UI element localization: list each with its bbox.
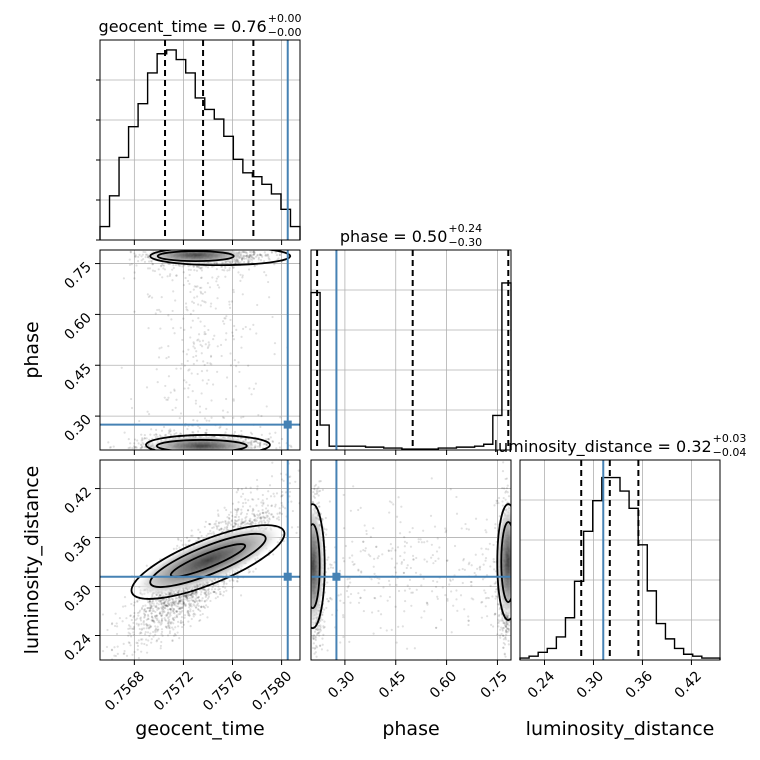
x-axis-geocent_time: 0.7568 0.7572 0.7576 0.7580	[102, 660, 295, 714]
histogram-phase	[310, 282, 512, 450]
x-axis-geocent_time	[133, 240, 283, 245]
panel-border	[310, 249, 512, 451]
density-contour	[169, 543, 247, 578]
scatter-points	[101, 461, 300, 660]
truth-marker	[283, 572, 292, 581]
x-axis-label: geocent_time	[135, 718, 264, 740]
title-minus: −0.04	[713, 446, 747, 459]
panel-title: luminosity_distance = 0.32	[494, 437, 712, 457]
x-tick-label: 0.7572	[151, 668, 197, 714]
panel-border	[519, 459, 721, 661]
y-axis-label: luminosity_distance	[21, 466, 43, 655]
density-contour	[149, 250, 292, 266]
x-axis-label: luminosity_distance	[526, 718, 715, 740]
y-tick-label: 0.45	[61, 361, 94, 394]
density-contour	[149, 532, 267, 588]
density-contour	[500, 521, 511, 603]
y-tick-label: 0.42	[61, 484, 94, 517]
x-axis-phase	[344, 450, 498, 455]
panel-title: geocent_time = 0.76	[99, 17, 267, 37]
x-tick-label: 0.45	[376, 668, 409, 701]
panel-title: phase = 0.50	[340, 227, 447, 246]
density-contour	[496, 503, 511, 621]
x-axis-geocent_time	[133, 450, 283, 455]
scatter-points	[311, 461, 511, 660]
title-minus: −0.00	[268, 26, 302, 39]
scatter-panel-geocent_time-luminosity_distance	[99, 459, 301, 661]
density-contour	[311, 523, 321, 610]
x-axis-luminosity_distance: 0.24 0.30 0.36 0.42	[525, 660, 705, 702]
x-tick-label: 0.7568	[102, 668, 148, 714]
x-tick-label: 0.42	[672, 668, 705, 701]
x-tick-label: 0.24	[525, 668, 558, 701]
panel-border	[99, 39, 301, 241]
x-tick-label: 0.36	[623, 668, 656, 701]
histogram-luminosity_distance	[519, 476, 721, 660]
x-tick-label: 0.7580	[249, 668, 295, 714]
scatter-panel-geocent_time-phase	[99, 249, 301, 451]
y-tick-label: 0.75	[61, 259, 94, 292]
x-tick-label: 0.30	[325, 668, 358, 701]
truth-marker	[332, 572, 341, 581]
scatter-points	[107, 250, 293, 450]
hist-panel-luminosity_distance: luminosity_distance = 0.32 +0.03−0.04	[494, 432, 747, 661]
hist-panel-geocent_time: geocent_time = 0.76 +0.00−0.00	[96, 12, 302, 241]
x-tick-label: 0.7576	[200, 668, 246, 714]
histogram-geocent_time	[99, 49, 301, 240]
density-contour	[145, 434, 271, 450]
title-plus: +0.00	[268, 12, 302, 25]
y-axis-phase: 0.30 0.45 0.60 0.75	[61, 259, 100, 445]
truth-marker	[283, 420, 292, 429]
title-plus: +0.24	[448, 222, 482, 235]
x-tick-label: 0.30	[574, 668, 607, 701]
title-plus: +0.03	[713, 432, 747, 445]
density-contour	[130, 524, 286, 600]
panel-border	[310, 459, 512, 661]
y-axis-luminosity_distance: 0.24 0.30 0.36 0.42	[61, 484, 100, 664]
x-tick-label: 0.60	[427, 668, 460, 701]
panel-border	[99, 459, 301, 661]
density-contour	[156, 250, 235, 263]
density-contour	[155, 439, 248, 450]
y-tick-label: 0.36	[61, 533, 94, 566]
density-contour	[311, 503, 326, 630]
title-minus: −0.30	[448, 236, 482, 249]
y-tick-label: 0.24	[61, 631, 94, 664]
y-tick-label: 0.30	[61, 412, 94, 445]
y-axis-label: phase	[21, 321, 43, 378]
x-axis-label: phase	[382, 718, 439, 740]
x-axis-phase: 0.30 0.45 0.60 0.75	[325, 660, 511, 702]
scatter-panel-phase-luminosity_distance	[310, 459, 512, 661]
hist-panel-phase: phase = 0.50 +0.24−0.30	[310, 222, 512, 451]
panel-border	[99, 249, 301, 451]
y-tick-label: 0.60	[61, 310, 94, 343]
y-tick-label: 0.30	[61, 582, 94, 615]
x-tick-label: 0.75	[478, 668, 511, 701]
